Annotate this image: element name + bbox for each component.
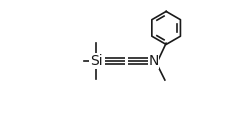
Text: Si: Si — [90, 54, 102, 68]
Text: N: N — [148, 54, 158, 68]
